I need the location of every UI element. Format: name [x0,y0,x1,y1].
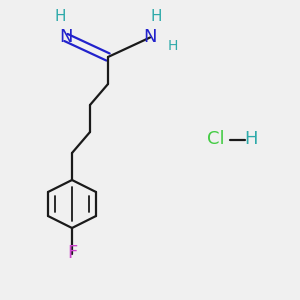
Text: N: N [143,28,157,46]
Text: Cl: Cl [207,130,225,148]
Text: H: H [54,9,66,24]
Text: H: H [244,130,257,148]
Text: F: F [67,244,77,262]
Text: H: H [167,40,178,53]
Text: H: H [150,9,162,24]
Text: N: N [59,28,73,46]
